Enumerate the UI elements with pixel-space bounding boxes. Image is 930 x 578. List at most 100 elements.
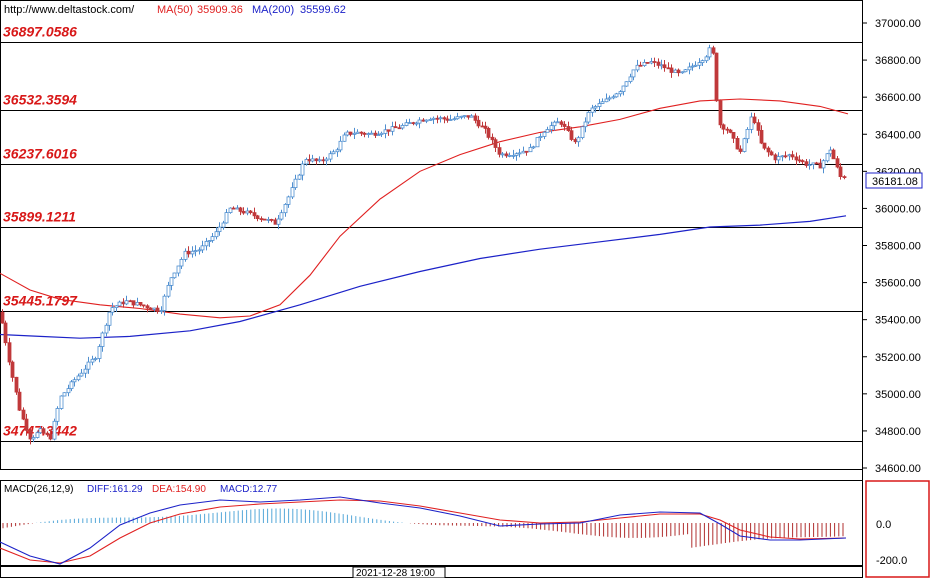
candle-body <box>124 300 129 305</box>
candle-body <box>749 116 754 130</box>
candle-body <box>66 388 71 394</box>
candlestick-series <box>0 44 847 445</box>
candle-body <box>390 126 395 132</box>
candle-body <box>773 154 778 161</box>
candle-body <box>535 137 540 148</box>
candle-body <box>145 305 150 309</box>
candle-body <box>328 153 333 160</box>
candle-body <box>590 107 595 113</box>
y-tick-label: 35600.00 <box>875 278 921 290</box>
candle-body <box>362 132 367 135</box>
candle-body <box>193 250 198 253</box>
candle-body <box>676 69 681 74</box>
candle-body <box>731 131 736 139</box>
candle-body <box>72 379 77 383</box>
candle-body <box>152 307 157 310</box>
candle-body <box>756 122 761 131</box>
macd-axis-panel <box>865 480 930 578</box>
candle-body <box>483 125 488 129</box>
candle-body <box>600 101 605 104</box>
candle-body <box>455 116 460 120</box>
macd-indicator-label: MACD(26,12,9) <box>4 484 73 495</box>
candle-body <box>204 240 209 247</box>
candle-body <box>386 129 391 132</box>
candle-body <box>794 156 799 161</box>
candle-body <box>55 408 60 422</box>
candle-body <box>314 158 319 162</box>
candle-body <box>517 152 522 155</box>
candle-body <box>776 156 781 161</box>
candle-body <box>511 154 516 157</box>
level-label: 36897.0586 <box>3 24 77 40</box>
y-tick-label: 34800.00 <box>875 426 921 438</box>
candle-body <box>704 56 709 62</box>
candle-body <box>7 342 12 363</box>
candle-body <box>783 155 788 158</box>
candle-body <box>452 118 457 121</box>
macd-diff-line <box>0 496 847 565</box>
candle-body <box>276 218 281 225</box>
y-tick-label: 36800.00 <box>875 55 921 67</box>
candle-body <box>355 131 360 134</box>
y-tick-label: 35400.00 <box>875 315 921 327</box>
ma200-line <box>0 215 847 339</box>
candle-body <box>787 154 792 157</box>
candle-body <box>593 106 598 109</box>
candle-body <box>828 149 833 155</box>
candle-body <box>255 215 260 220</box>
candle-body <box>290 187 295 198</box>
time-cursor-label: 2021-12-28 19:00 <box>356 568 435 578</box>
candle-body <box>297 174 302 180</box>
candle-body <box>359 131 364 134</box>
level-label: 35899.1211 <box>3 209 76 225</box>
candle-body <box>269 218 274 221</box>
candle-body <box>728 129 733 133</box>
candle-body <box>97 346 102 359</box>
candle-body <box>252 212 257 217</box>
candle-body <box>797 159 802 162</box>
candle-body <box>17 391 22 411</box>
macd-dea-line <box>0 499 847 564</box>
candle-body <box>62 392 67 397</box>
candle-body <box>469 115 474 118</box>
candle-body <box>304 159 309 165</box>
candle-body <box>283 203 288 214</box>
candle-body <box>342 134 347 142</box>
candle-body <box>117 301 122 307</box>
candle-body <box>424 119 429 122</box>
candle-body <box>210 236 215 241</box>
level-label: 36532.3594 <box>3 92 77 108</box>
candle-body <box>397 127 402 130</box>
candle-body <box>411 122 416 124</box>
candle-body <box>659 64 664 67</box>
candle-body <box>414 122 419 125</box>
candle-body <box>376 134 381 137</box>
candle-body <box>759 129 764 144</box>
candle-body <box>200 245 205 251</box>
candle-body <box>811 162 816 165</box>
candle-body <box>431 117 436 120</box>
candle-body <box>524 150 529 153</box>
candle-body <box>738 148 743 152</box>
candle-body <box>262 218 267 221</box>
candle-body <box>645 62 650 64</box>
candle-body <box>780 155 785 158</box>
candle-body <box>45 432 50 436</box>
candle-body <box>569 130 574 140</box>
candle-body <box>618 91 623 95</box>
candle-body <box>352 132 357 135</box>
candle-body <box>445 118 450 121</box>
candle-body <box>683 69 688 73</box>
candle-body <box>38 428 43 434</box>
candle-body <box>497 147 502 155</box>
candle-body <box>486 127 491 138</box>
candle-body <box>79 372 84 377</box>
candle-body <box>531 146 536 149</box>
price-y-axis: 34600.00 34800.00 35000.00 35200.00 35400.00… <box>862 18 921 475</box>
candle-body <box>348 131 353 135</box>
candle-body <box>680 71 685 74</box>
candle-body <box>555 121 560 124</box>
macd-diff-label: DIFF:161.29 <box>87 484 143 495</box>
candle-body <box>442 117 447 120</box>
